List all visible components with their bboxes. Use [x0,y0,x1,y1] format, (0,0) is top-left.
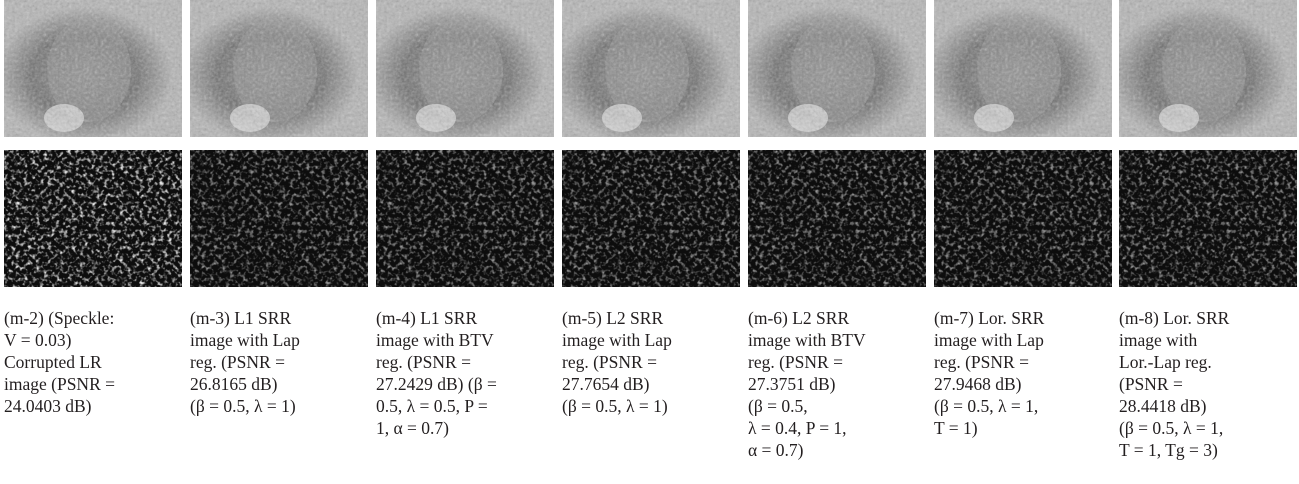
caption-line: λ = 0.4, P = 1, [748,417,926,439]
caption-line: (m-6) L2 SRR [748,307,926,329]
caption-line: reg. (PSNR = [748,351,926,373]
error-image [562,150,740,287]
caption-line: 27.7654 dB) [562,373,740,395]
caption-line: (β = 0.5, [748,395,926,417]
caption-line: (β = 0.5, λ = 1) [190,395,368,417]
caption-line: reg. (PSNR = [934,351,1112,373]
caption-line: reg. (PSNR = [562,351,740,373]
caption-line: image with Lap [562,329,740,351]
caption-line: 27.3751 dB) [748,373,926,395]
caption-line: T = 1) [934,417,1112,439]
caption-line: (β = 0.5, λ = 1, [1119,417,1297,439]
reconstructed-image [562,0,740,137]
caption-line: 1, α = 0.7) [376,417,554,439]
caption-line: (m-5) L2 SRR [562,307,740,329]
caption-line: image with [1119,329,1297,351]
caption-line: image with BTV [748,329,926,351]
error-image [934,150,1112,287]
caption-line: reg. (PSNR = [190,351,368,373]
caption-line: 27.2429 dB) (β = [376,373,554,395]
caption-line: (m-3) L1 SRR [190,307,368,329]
caption-line: (m-2) (Speckle: [4,307,182,329]
image-noise [4,0,182,137]
caption-line: (m-7) Lor. SRR [934,307,1112,329]
image-noise [934,0,1112,137]
caption-line: Corrupted LR [4,351,182,373]
reconstructed-image [748,0,926,137]
reconstructed-image [1119,0,1297,137]
figure: (m-2) (Speckle:V = 0.03)Corrupted LRimag… [0,0,1299,484]
error-image [4,150,182,287]
caption-line: (m-4) L1 SRR [376,307,554,329]
image-noise [1119,150,1297,287]
caption-line: α = 0.7) [748,439,926,461]
caption-line: reg. (PSNR = [376,351,554,373]
error-image [376,150,554,287]
image-noise [562,150,740,287]
caption-line: 0.5, λ = 0.5, P = [376,395,554,417]
image-noise [748,150,926,287]
image-noise [376,0,554,137]
caption-line: 27.9468 dB) [934,373,1112,395]
caption-line: image with Lap [190,329,368,351]
image-noise [934,150,1112,287]
caption-line: 28.4418 dB) [1119,395,1297,417]
image-noise [748,0,926,137]
caption-line: image with BTV [376,329,554,351]
reconstructed-image [376,0,554,137]
reconstructed-image [934,0,1112,137]
caption-line: (β = 0.5, λ = 1, [934,395,1112,417]
image-noise [190,0,368,137]
caption-line: T = 1, Tg = 3) [1119,439,1297,461]
error-image [1119,150,1297,287]
caption-line: image (PSNR = [4,373,182,395]
image-noise [562,0,740,137]
image-noise [4,150,182,287]
error-image [190,150,368,287]
caption-line: V = 0.03) [4,329,182,351]
image-noise [1119,0,1297,137]
image-noise [190,150,368,287]
error-image [748,150,926,287]
caption-line: (m-8) Lor. SRR [1119,307,1297,329]
image-noise [376,150,554,287]
caption-line: 26.8165 dB) [190,373,368,395]
reconstructed-image [190,0,368,137]
caption-line: (β = 0.5, λ = 1) [562,395,740,417]
caption-line: Lor.-Lap reg. [1119,351,1297,373]
caption-line: image with Lap [934,329,1112,351]
caption-line: 24.0403 dB) [4,395,182,417]
caption-line: (PSNR = [1119,373,1297,395]
reconstructed-image [4,0,182,137]
